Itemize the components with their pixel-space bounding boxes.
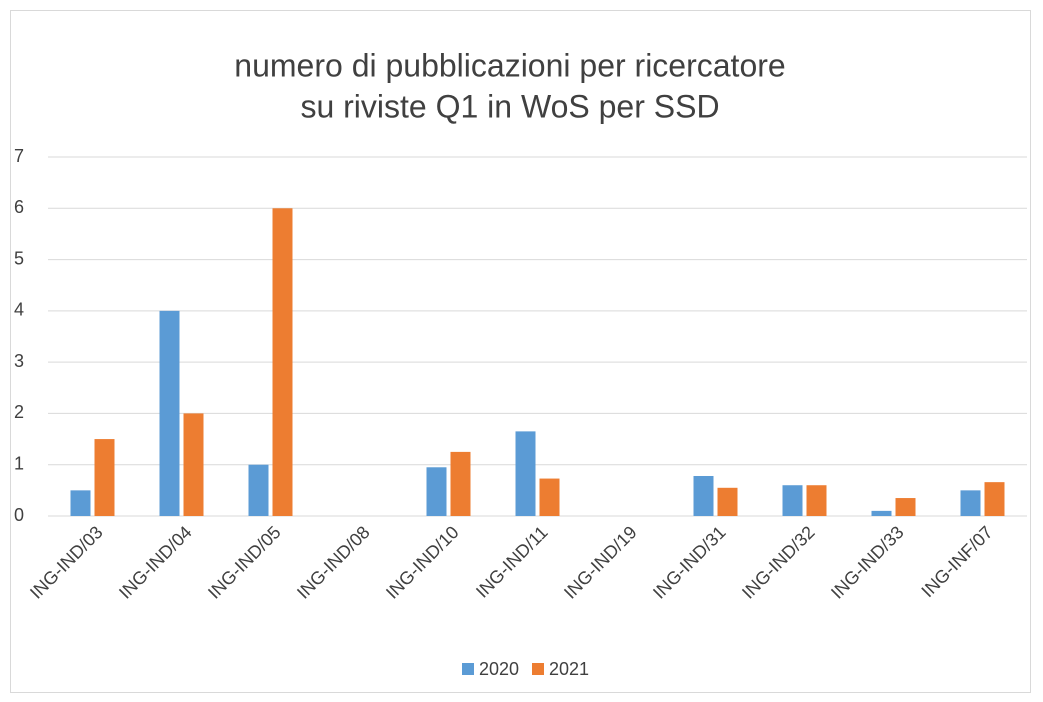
y-tick-label: 2 xyxy=(14,402,24,422)
y-tick-label: 3 xyxy=(14,351,24,371)
bar xyxy=(693,475,714,516)
bar xyxy=(426,467,447,516)
y-tick-label: 1 xyxy=(14,453,24,473)
bar xyxy=(272,208,293,517)
y-tick-label: 4 xyxy=(14,300,24,320)
chart-frame xyxy=(10,10,1031,693)
bar xyxy=(94,439,115,516)
legend-label: 2021 xyxy=(549,659,589,679)
bar xyxy=(717,487,738,516)
chart-title: su riviste Q1 in WoS per SSD xyxy=(300,88,719,124)
y-tick-label: 5 xyxy=(14,248,24,268)
y-tick-label: 6 xyxy=(14,197,24,217)
bar xyxy=(960,490,981,516)
y-tick-label: 0 xyxy=(14,505,24,525)
legend-swatch xyxy=(532,663,544,675)
bar xyxy=(895,498,916,516)
bar xyxy=(984,482,1005,516)
bar xyxy=(248,464,269,516)
legend-label: 2020 xyxy=(479,659,519,679)
bar xyxy=(450,451,471,516)
bar xyxy=(539,478,560,516)
bar xyxy=(183,413,204,516)
bar xyxy=(515,431,536,516)
bar xyxy=(70,490,91,516)
bar xyxy=(871,510,892,516)
bar xyxy=(159,310,180,516)
bar xyxy=(782,485,803,516)
chart-title: numero di pubblicazioni per ricercatore xyxy=(234,47,785,83)
y-tick-label: 7 xyxy=(14,146,24,166)
legend-swatch xyxy=(462,663,474,675)
bar xyxy=(806,485,827,516)
